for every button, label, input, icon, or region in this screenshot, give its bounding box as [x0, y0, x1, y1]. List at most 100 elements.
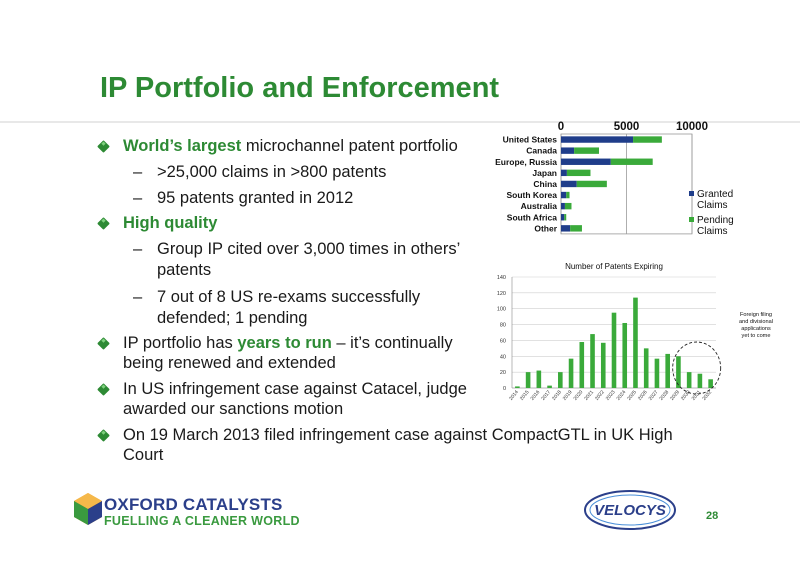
category-label: Australia — [521, 201, 558, 211]
bullet-5-line-1: On 19 March 2013 filed infringement case… — [123, 426, 673, 444]
x-tick-label: 10000 — [676, 121, 708, 133]
velocys-logo: VELOCYS — [584, 490, 676, 530]
x-tick-label: 2022 — [594, 389, 606, 402]
expiry-bar — [633, 297, 638, 388]
granted-bar — [561, 180, 577, 188]
expiry-bar — [525, 372, 531, 388]
annotation-text: Foreign filing — [740, 312, 772, 318]
legend-label: Pending — [697, 215, 734, 226]
expiry-bar — [708, 379, 713, 388]
y-tick-label: 140 — [497, 275, 506, 281]
expiry-bar — [600, 342, 606, 388]
expiry-bar — [611, 312, 617, 388]
x-tick-label: 2027 — [648, 389, 660, 402]
category-label: Europe, Russia — [495, 157, 557, 167]
x-tick-label: 2031 — [691, 389, 703, 402]
x-tick-label: 2030 — [680, 389, 692, 402]
bullet-icon — [97, 383, 110, 396]
x-tick-label: 2016 — [530, 389, 542, 402]
expiry-bar — [590, 334, 595, 388]
legend-label: Granted — [697, 189, 733, 200]
bullet-2-sub-2-line-2: defended; 1 pending — [157, 309, 308, 327]
x-tick-label: 2020 — [573, 389, 585, 402]
oxford-catalysts-logo-icon — [74, 493, 102, 525]
expiry-bar — [536, 370, 542, 388]
pending-bar — [564, 214, 567, 221]
expiry-bar — [579, 342, 585, 388]
y-tick-label: 40 — [500, 354, 506, 360]
x-tick-label: 2014 — [508, 389, 520, 402]
bullet-3-emphasis: years to run — [237, 334, 332, 352]
bullet-1-text: microchannel patent portfolio — [241, 137, 458, 155]
category-label: Canada — [526, 146, 557, 156]
x-tick-label: 2026 — [637, 389, 649, 402]
bullet-2-emphasis: High quality — [123, 214, 218, 232]
expiry-bar — [547, 385, 552, 388]
x-tick-label: 2032 — [701, 389, 713, 402]
x-tick-label: 5000 — [614, 121, 640, 133]
granted-bar — [561, 225, 571, 232]
pending-bar — [576, 180, 607, 188]
category-label: Other — [534, 223, 557, 233]
bullet-3-line-1: IP portfolio has years to run – it’s con… — [123, 333, 453, 353]
granted-bar — [561, 202, 565, 210]
legend-swatch — [689, 191, 694, 196]
category-label: Japan — [532, 168, 557, 178]
bullet-1-sub-2: 95 patents granted in 2012 — [157, 189, 354, 207]
x-tick-label: 2017 — [540, 389, 552, 402]
expiry-bar — [654, 358, 660, 388]
oxford-catalysts-tagline: FUELLING A CLEANER WORLD — [104, 514, 300, 528]
title-divider — [0, 121, 800, 123]
x-tick-label: 2025 — [626, 389, 638, 402]
expiry-bar — [665, 353, 670, 388]
pending-bar — [633, 136, 662, 143]
granted-bar — [561, 214, 565, 221]
granted-bar — [561, 169, 567, 177]
x-tick-label: 2015 — [519, 389, 531, 402]
bullet-icon — [97, 429, 110, 442]
expiry-bar — [622, 322, 628, 388]
pending-bar — [610, 158, 653, 165]
velocys-wordmark: VELOCYS — [594, 502, 666, 519]
y-tick-label: 20 — [500, 370, 506, 376]
dash-icon: – — [133, 163, 143, 181]
annotation-text: and divisional — [739, 319, 773, 325]
bullet-2-sub-1-line-2: patents — [157, 261, 212, 279]
bullet-icon — [97, 140, 110, 153]
legend-swatch — [689, 217, 694, 222]
bullet-3-text-post: – it’s continually — [331, 334, 453, 352]
expiry-bar — [697, 373, 703, 388]
patents-expiring-chart: Number of Patents Expiring 0 20 40 60 80 100 12… — [497, 262, 773, 402]
x-tick-label: 2021 — [583, 389, 595, 402]
x-tick-label: 2018 — [551, 389, 563, 402]
expiry-bar — [676, 356, 681, 388]
bullet-2: High quality — [123, 213, 217, 233]
y-tick-label: 100 — [497, 307, 506, 313]
granted-bar — [561, 147, 575, 154]
bullet-icon — [97, 217, 110, 230]
legend-label: Claims — [697, 226, 728, 237]
y-tick-label: 120 — [497, 291, 506, 297]
page-number: 28 — [706, 510, 719, 522]
expiry-bar — [643, 348, 649, 388]
bullet-3-text-pre: IP portfolio has — [123, 334, 238, 352]
y-tick-label: 0 — [503, 386, 506, 392]
dash-icon: – — [133, 240, 143, 258]
chart-title: Number of Patents Expiring — [565, 262, 663, 271]
pending-bar — [574, 147, 599, 154]
expiry-bar — [686, 372, 692, 388]
category-label: United States — [503, 135, 558, 145]
highlight-circle — [672, 341, 722, 395]
bullet-2-sub-2-line-1: 7 out of 8 US re-exams successfully — [157, 288, 421, 306]
pending-bar — [566, 191, 570, 199]
pending-bar — [566, 169, 591, 177]
bullet-1-emphasis: World’s largest — [123, 137, 242, 155]
category-label: China — [533, 179, 557, 189]
bullet-1: World’s largest microchannel patent port… — [123, 136, 458, 156]
x-tick-label: 2023 — [605, 389, 617, 402]
granted-bar — [561, 136, 634, 143]
x-tick-label: 0 — [558, 121, 564, 133]
y-tick-label: 80 — [500, 323, 506, 329]
bullet-5-line-2: Court — [123, 446, 164, 464]
